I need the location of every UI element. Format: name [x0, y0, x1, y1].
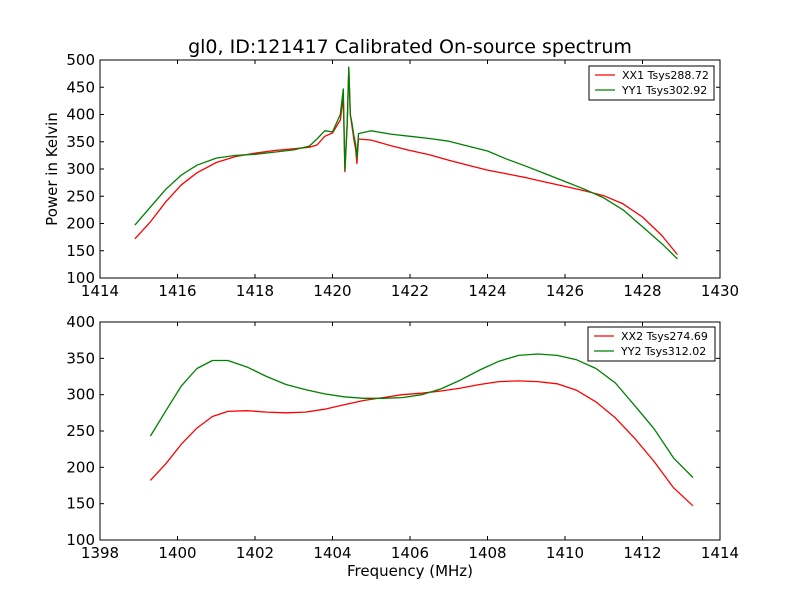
y-tick-label: 100	[66, 269, 95, 287]
x-tick-label: 1416	[158, 282, 196, 300]
y-tick-label: 250	[66, 422, 95, 440]
x-tick-label: 1428	[623, 282, 661, 300]
y-tick-label: 500	[66, 51, 95, 69]
x-tick-label: 1398	[81, 544, 119, 562]
y-tick-label: 150	[66, 495, 95, 513]
series-line-1-yy	[134, 66, 678, 260]
chart-panel-2: 1398 1400 1402 1404 1406 1408 1410 1412 1414 100 1…	[66, 313, 739, 580]
y-tick-label: 300	[66, 160, 95, 178]
y-tick-label: 350	[66, 133, 95, 151]
x-tick-label: 1424	[468, 282, 506, 300]
legend-entry: XX2 Tsys274.69	[621, 330, 708, 343]
y-tick-label: 400	[66, 313, 95, 331]
y-tick-label: 200	[66, 458, 95, 476]
x-tick-label: 1408	[468, 544, 506, 562]
legend-box	[587, 326, 716, 362]
x-tick-label: 1420	[313, 282, 351, 300]
x-tick-label: 1400	[158, 544, 196, 562]
x-tick-label: 1406	[391, 544, 429, 562]
series-line-2-yy	[149, 353, 694, 478]
y-tick-label: 350	[66, 349, 95, 367]
x-tick-label: 1426	[546, 282, 584, 300]
y-tick-label: 450	[66, 78, 95, 96]
y-tick-label: 150	[66, 242, 95, 260]
legend-entry: XX1 Tsys288.72	[622, 69, 709, 82]
y-tick-label: 100	[66, 531, 95, 549]
x-tick-label: 1418	[236, 282, 274, 300]
legend-box	[588, 65, 715, 101]
y-tick-label: 250	[66, 187, 95, 205]
legend-1: XX1 Tsys288.72 YY1 Tsys302.92	[588, 65, 715, 101]
y-axis-label: Power in Kelvin	[43, 112, 61, 226]
x-axis-label: Frequency (MHz)	[347, 562, 473, 580]
y-tick-label: 300	[66, 386, 95, 404]
legend-entry: YY1 Tsys302.92	[621, 84, 707, 97]
legend-2: XX2 Tsys274.69 YY2 Tsys312.02	[587, 326, 716, 362]
x-tick-label: 1412	[623, 544, 661, 562]
x-tick-label: 1410	[546, 544, 584, 562]
x-tick-label: 1422	[391, 282, 429, 300]
series-line-2-xx	[149, 380, 694, 507]
chart-panel-1: 1414 1416 1418 1420 1422 1424 1426 1428 1430 100 1…	[43, 51, 739, 300]
x-tick-label: 1414	[81, 282, 119, 300]
x-tick-label: 1430	[701, 282, 739, 300]
x-tick-label: 1402	[236, 544, 274, 562]
y-tick-label: 400	[66, 106, 95, 124]
x-tick-label: 1414	[701, 544, 739, 562]
y-tick-label: 200	[66, 215, 95, 233]
figure-title: gl0, ID:121417 Calibrated On-source spec…	[188, 36, 632, 58]
legend-entry: YY2 Tsys312.02	[620, 345, 706, 358]
x-tick-label: 1404	[313, 544, 351, 562]
